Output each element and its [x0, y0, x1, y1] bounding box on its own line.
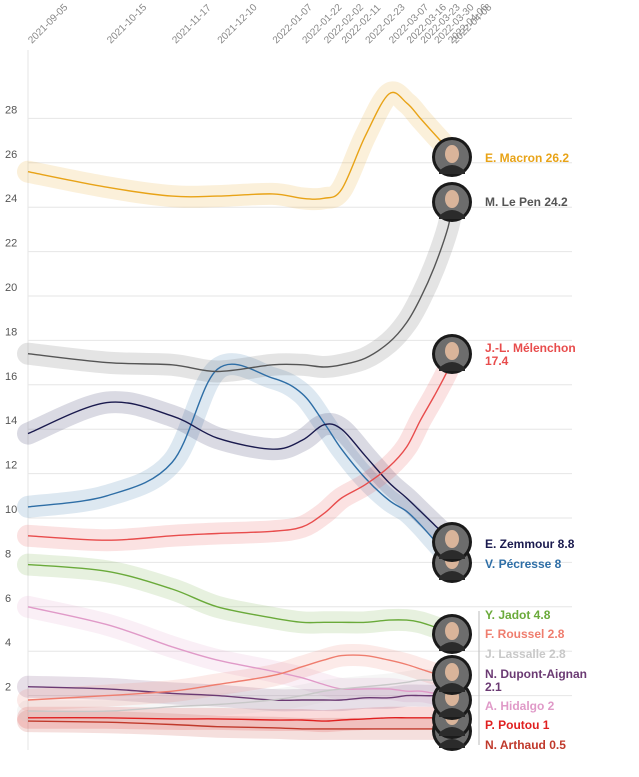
candidate-avatars: [432, 137, 472, 751]
avatar-face: [445, 530, 459, 548]
candidate-label-value: 2.1: [485, 680, 502, 694]
y-tick-label: 28: [5, 104, 17, 116]
series-lines: [27, 91, 453, 730]
avatar-shoulders: [439, 727, 465, 736]
series-line: [27, 563, 453, 635]
y-tick-label: 20: [5, 282, 17, 294]
y-tick-label: 10: [5, 504, 17, 516]
y-tick-label: 12: [5, 460, 17, 472]
x-date-label: 2021-12-10: [216, 2, 260, 46]
x-date-label: 2021-10-15: [105, 2, 149, 46]
candidate-label: M. Le Pen 24.2: [485, 195, 568, 209]
avatar-shoulders: [439, 739, 465, 748]
y-tick-label: 24: [5, 193, 17, 205]
x-date-label: 2021-11-17: [170, 2, 214, 46]
candidate-label: N. Dupont-Aignan: [485, 667, 587, 681]
series-line: [27, 363, 453, 563]
candidate-labels: E. Macron 26.2 M. Le Pen 24.2 J.-L. Mélenc…: [478, 151, 587, 752]
series-line: [27, 720, 452, 730]
candidate-avatar: [432, 137, 472, 177]
avatar-face: [445, 622, 459, 640]
confidence-bands: [17, 81, 463, 740]
candidate-label: A. Hidalgo 2: [485, 699, 555, 713]
confidence-band: [17, 191, 463, 383]
series-line: [27, 676, 453, 713]
x-axis: 2021-09-05 2021-10-15 2021-11-17 2021-12-10…: [26, 2, 494, 46]
y-tick-label: 18: [5, 326, 17, 338]
candidate-avatar: [432, 334, 472, 374]
y-tick-label: 6: [5, 593, 11, 605]
y-tick-label: 26: [5, 149, 17, 161]
candidate-label: F. Roussel 2.8: [485, 627, 565, 641]
confidence-band: [17, 81, 463, 211]
series-line: [27, 202, 453, 373]
series-line: [27, 717, 452, 722]
avatar-face: [445, 663, 459, 681]
candidate-label: Y. Jadot 4.8: [485, 608, 551, 622]
candidate-label: J. Lassalle 2.8: [485, 647, 566, 661]
series-line: [27, 686, 453, 702]
candidate-avatar: [432, 182, 472, 222]
candidate-label-value: 17.4: [485, 354, 509, 368]
x-date-label: 2021-09-05: [26, 2, 70, 46]
candidate-label: P. Poutou 1: [485, 718, 550, 732]
avatar-face: [445, 190, 459, 208]
series-line: [27, 91, 453, 200]
candidate-avatar: [432, 522, 472, 562]
gridlines: [27, 50, 572, 750]
avatar-shoulders: [439, 210, 465, 219]
candidate-label: J.-L. Mélenchon: [485, 341, 576, 355]
candidate-label: E. Macron 26.2: [485, 151, 569, 165]
candidate-avatar: [432, 655, 472, 695]
series-line: [27, 353, 453, 541]
avatar-shoulders: [439, 571, 465, 580]
candidate-label: V. Pécresse 8: [485, 557, 562, 571]
avatar-shoulders: [439, 642, 465, 651]
avatar-face: [445, 145, 459, 163]
y-tick-label: 14: [5, 415, 17, 427]
candidate-label: E. Zemmour 8.8: [485, 537, 575, 551]
y-tick-label: 4: [5, 637, 11, 649]
y-tick-label: 2: [5, 682, 11, 694]
avatar-shoulders: [439, 683, 465, 692]
y-tick-label: 22: [5, 238, 17, 250]
candidate-label: N. Arthaud 0.5: [485, 738, 566, 752]
avatar-face: [445, 342, 459, 360]
avatar-shoulders: [439, 362, 465, 371]
avatar-shoulders: [439, 550, 465, 559]
candidate-avatar: [432, 614, 472, 654]
avatar-shoulders: [439, 165, 465, 174]
y-tick-label: 16: [5, 371, 17, 383]
y-tick-label: 8: [5, 548, 11, 560]
series-line: [27, 401, 453, 545]
avatar-shoulders: [439, 708, 465, 717]
series-line: [27, 654, 453, 701]
